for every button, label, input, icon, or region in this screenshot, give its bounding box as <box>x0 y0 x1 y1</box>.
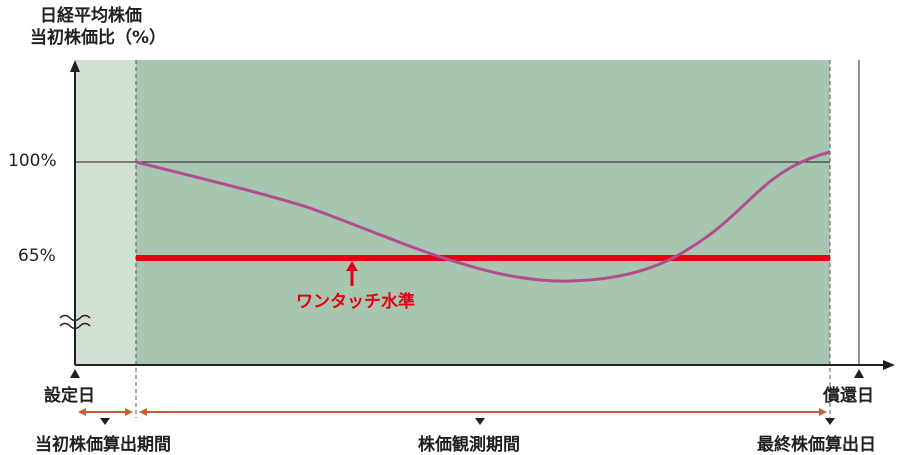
observation-period-label: 株価観測期間 <box>418 435 520 455</box>
maturity-date-label: 償還日 <box>823 386 874 406</box>
initial-period-label: 当初株価算出期間 <box>35 435 171 455</box>
initial-period-pointer-icon <box>100 418 110 425</box>
observation-period-arrow-left-head <box>139 408 147 416</box>
x-axis-arrowhead <box>883 360 895 370</box>
initial-period-arrow-left-head <box>78 408 86 416</box>
initial-period-arrow-right-head <box>125 408 133 416</box>
axis-break-icon <box>59 314 91 330</box>
y-axis-label-line2: 当初株価比（%） <box>30 28 167 48</box>
y-axis-arrowhead <box>70 60 80 72</box>
observation-period-pointer-icon <box>475 418 485 425</box>
y-tick-100: 100% <box>8 151 57 171</box>
observation-period-arrow-right-head <box>819 408 827 416</box>
final-price-day-pointer-icon <box>825 418 835 425</box>
final-price-day-label: 最終株価算出日 <box>757 435 876 455</box>
one-touch-pointer-arrowhead <box>346 261 358 271</box>
start-date-label: 設定日 <box>44 386 95 406</box>
end-marker-icon <box>854 369 864 378</box>
observation-period-zone <box>136 60 830 365</box>
initial-period-zone <box>75 60 136 365</box>
y-axis-label-line1: 日経平均株価 <box>40 6 142 26</box>
price-curve <box>135 150 831 283</box>
y-tick-65: 65% <box>18 246 56 266</box>
start-marker-icon <box>70 369 80 378</box>
one-touch-label: ワンタッチ水準 <box>296 292 415 312</box>
